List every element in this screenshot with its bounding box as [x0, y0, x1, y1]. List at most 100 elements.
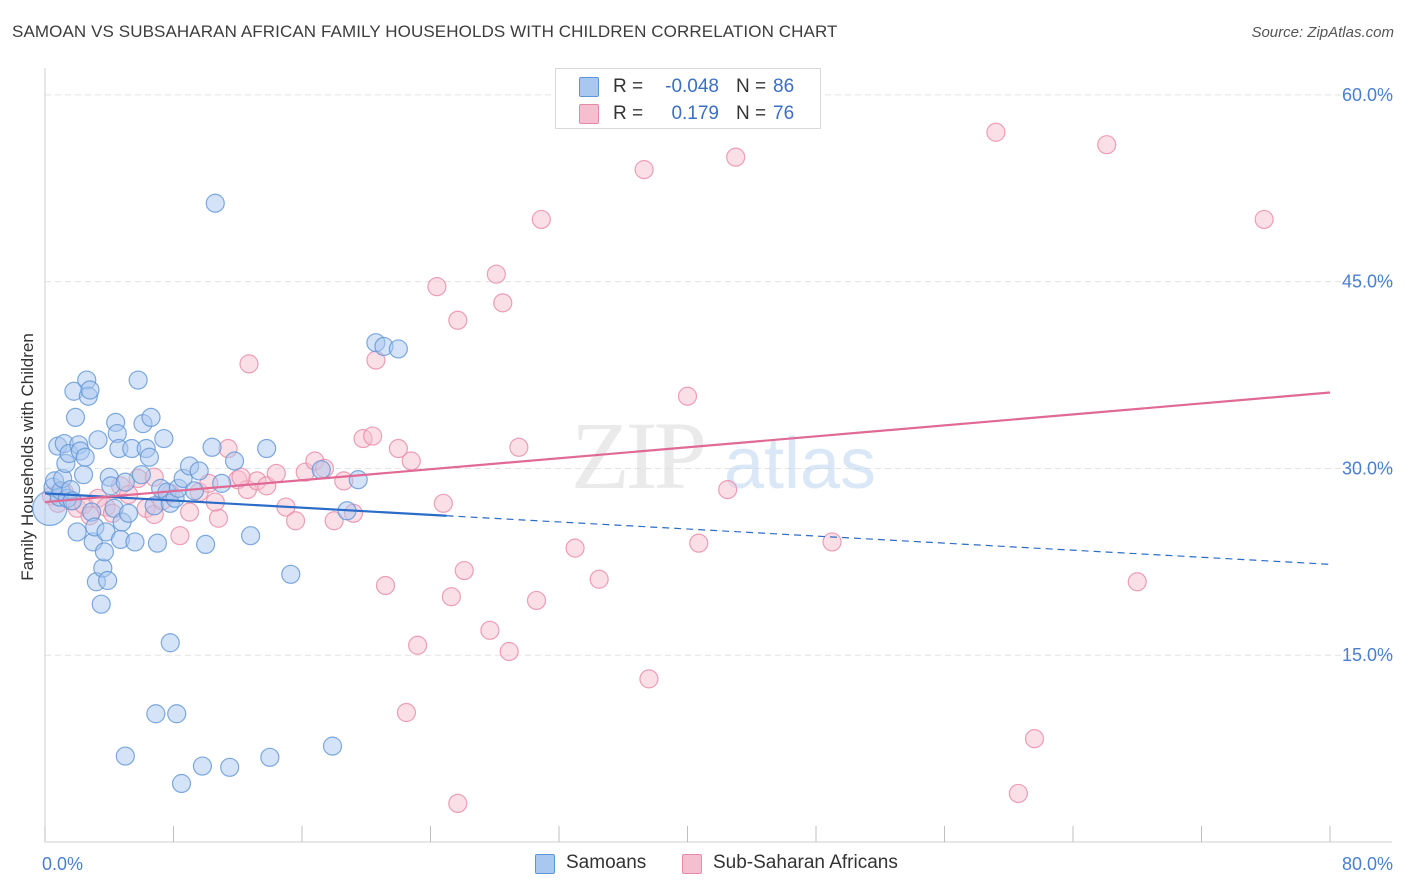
samoans-legend-swatch[interactable] [535, 854, 555, 874]
ssa-point [480, 620, 500, 640]
series-legend: Samoans Sub-Saharan Africans [0, 852, 1406, 878]
samoans-point [98, 570, 118, 591]
trend-lines [44, 391, 1331, 565]
ssa-point [1008, 783, 1028, 804]
samoans-point [147, 533, 168, 553]
samoans-point [131, 465, 151, 485]
legend-row-samoans: R = -0.048 N = 86 [556, 73, 820, 101]
samoans-point [91, 594, 111, 614]
ssa-point [179, 502, 200, 522]
ssa-point [396, 702, 417, 723]
ssa-point [408, 635, 428, 655]
samoans-point [115, 472, 135, 492]
ssa-point [677, 386, 698, 406]
ssa-point [531, 209, 551, 230]
series-samoans-points [32, 193, 408, 794]
ssa-point [441, 587, 461, 607]
samoans-point [212, 473, 232, 493]
samoans-point [281, 564, 301, 584]
samoans-point [128, 370, 148, 390]
chart-title: SAMOAN VS SUBSAHARAN AFRICAN FAMILY HOUS… [12, 22, 838, 41]
ssa-point [565, 538, 585, 558]
grid-lines [45, 94, 1392, 656]
ssa-point [375, 575, 396, 596]
ssa-point [454, 560, 474, 581]
samoans-point [196, 534, 216, 555]
r-label: R = [613, 76, 644, 97]
samoans-point [220, 757, 240, 777]
r-value: -0.048 [665, 76, 719, 97]
ssa-point [726, 147, 746, 167]
tick-labels: 15.0% 30.0% 45.0% 60.0% 0.0% 80.0% [42, 85, 1393, 874]
r-label: R = [613, 103, 644, 124]
ssa-point [170, 526, 190, 546]
ssa-point [1127, 572, 1147, 592]
y-tick-label: 60.0% [1342, 85, 1393, 105]
ssa-point [509, 437, 529, 457]
ssa-point [526, 590, 547, 611]
samoans-point [125, 532, 145, 552]
samoans-point [348, 470, 368, 490]
ssa-point [718, 480, 738, 500]
samoans-point [154, 428, 174, 449]
ssa-point [324, 511, 344, 531]
ssa-point [363, 426, 383, 446]
samoans-point [257, 438, 277, 459]
ssa-legend-label[interactable]: Sub-Saharan Africans [713, 852, 898, 873]
ssa-legend-swatch[interactable] [682, 854, 702, 874]
ssa-point [239, 354, 259, 374]
ssa-point [285, 511, 306, 531]
x-tick-label: 0.0% [42, 854, 83, 874]
ssa-point [433, 493, 453, 513]
watermark-atlas: atlas [724, 424, 876, 504]
ssa-point [486, 264, 506, 284]
ssa-point [427, 277, 447, 297]
samoans-point [80, 380, 100, 400]
samoans-point [118, 503, 139, 523]
samoans-swatch [579, 77, 599, 97]
y-tick-label: 30.0% [1342, 458, 1393, 478]
samoans-point [322, 736, 343, 756]
ssa-point [1254, 209, 1274, 230]
samoans-point [88, 430, 108, 450]
ssa-point [1024, 729, 1045, 749]
ssa-point [986, 122, 1006, 142]
samoans-point [311, 460, 331, 480]
source-label: Source: ZipAtlas.com [1251, 24, 1394, 41]
samoans-point [73, 465, 94, 485]
x-tick-label: 80.0% [1342, 854, 1393, 874]
n-value: 76 [773, 103, 795, 124]
samoans-point [94, 542, 115, 562]
samoans-point [205, 193, 225, 213]
ssa-point [634, 160, 654, 180]
ssa-point [401, 451, 421, 471]
legend-row-ssa: R = 0.179 N = 76 [556, 100, 820, 128]
ssa-point [448, 310, 468, 330]
samoans-point [189, 461, 209, 481]
samoans-point [139, 447, 160, 467]
r-value: 0.179 [671, 103, 719, 124]
samoans-point [224, 451, 245, 471]
ssa-swatch [579, 104, 599, 124]
ssa-point [822, 532, 842, 552]
samoans-point [160, 633, 180, 653]
ssa-point [589, 569, 609, 589]
samoans-legend-label[interactable]: Samoans [566, 852, 647, 873]
ssa-point [639, 669, 659, 689]
samoans-point [146, 704, 166, 724]
samoans-trend-extension [446, 515, 1331, 565]
stats-legend: R = -0.048 N = 86 R = 0.179 N = 76 [555, 68, 821, 129]
y-tick-label: 15.0% [1342, 645, 1393, 665]
n-label: N = [736, 76, 767, 97]
ssa-trend-line [44, 391, 1331, 504]
samoans-point [167, 704, 187, 724]
n-label: N = [736, 103, 767, 124]
samoans-point [141, 407, 161, 427]
samoans-point [75, 447, 95, 467]
samoans-point [260, 747, 280, 767]
ssa-point [388, 438, 408, 459]
samoans-point [192, 756, 213, 776]
n-value: 86 [773, 76, 795, 97]
ssa-point [266, 463, 286, 484]
